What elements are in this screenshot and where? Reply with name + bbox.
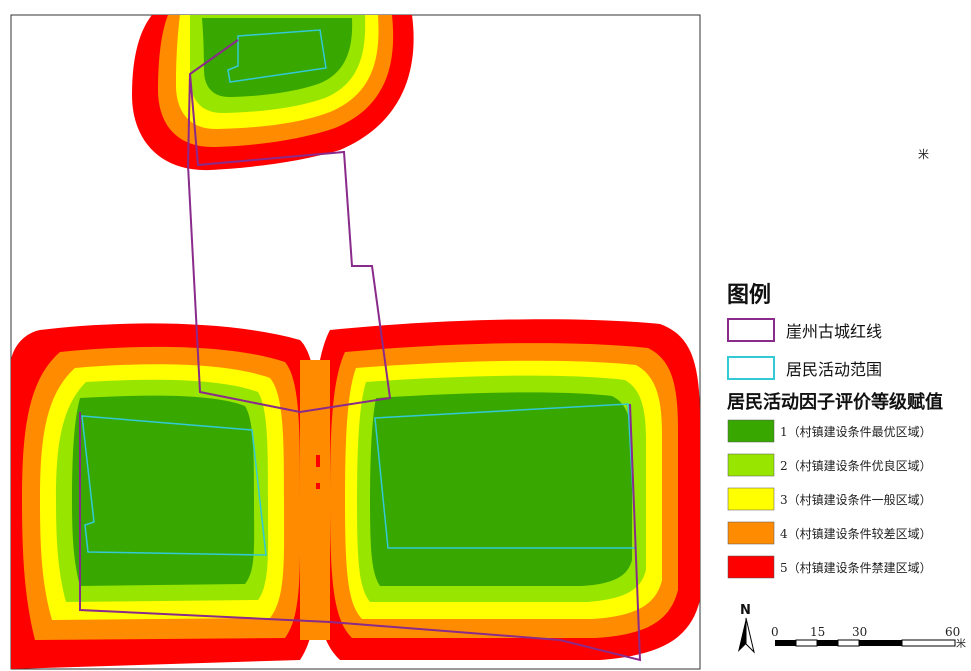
legend-label-red-line: 崖州古城红线 (786, 322, 882, 341)
ancient-city-red-line (186, 39, 392, 414)
suitability-zone-lower-right (312, 319, 700, 660)
legend-factor-title: 居民活动因子评价等级赋值 (727, 391, 943, 413)
legend-label-class-2: 2（村镇建设条件优良区域） (780, 458, 932, 473)
legend-label-class-3: 3（村镇建设条件一般区域） (780, 492, 932, 507)
legend-swatch-red-line (727, 318, 775, 342)
legend-swatch-class-5 (727, 555, 775, 579)
legend-label-class-5: 5（村镇建设条件禁建区域） (780, 561, 932, 575)
north-arrow-icon (738, 618, 746, 652)
north-label: N (740, 603, 751, 618)
scale-bar: 0 15 30 60 米 (771, 625, 966, 650)
legend-swatch-class-1 (727, 419, 775, 443)
legend-swatch-class-3 (727, 487, 775, 511)
legend-label-class-4: 4（村镇建设条件较差区域） (780, 526, 932, 541)
legend: 图例 崖州古城红线 居民活动范围 居民活动因子评价等级赋值 1（村镇建设条件最优… (727, 283, 943, 579)
suitability-corridor (300, 360, 330, 640)
map-content (11, 15, 700, 669)
scale-tick-15: 15 (810, 625, 825, 639)
legend-swatch-class-4 (727, 521, 775, 545)
north-arrow: N (738, 603, 755, 654)
stray-unit-text: 米 (918, 148, 929, 161)
legend-label-activity-range: 居民活动范围 (786, 360, 882, 379)
scale-tick-30: 30 (852, 625, 867, 639)
legend-label-class-1: 1（村镇建设条件最优区域） (780, 425, 932, 439)
legend-swatch-activity-range (727, 356, 775, 380)
legend-title: 图例 (727, 283, 771, 308)
scale-unit: 米 (956, 637, 966, 650)
scale-tick-0: 0 (771, 625, 779, 639)
suitability-zone-lower-left (11, 323, 319, 669)
legend-swatch-class-2 (727, 453, 775, 477)
scale-tick-60: 60 (945, 625, 960, 639)
